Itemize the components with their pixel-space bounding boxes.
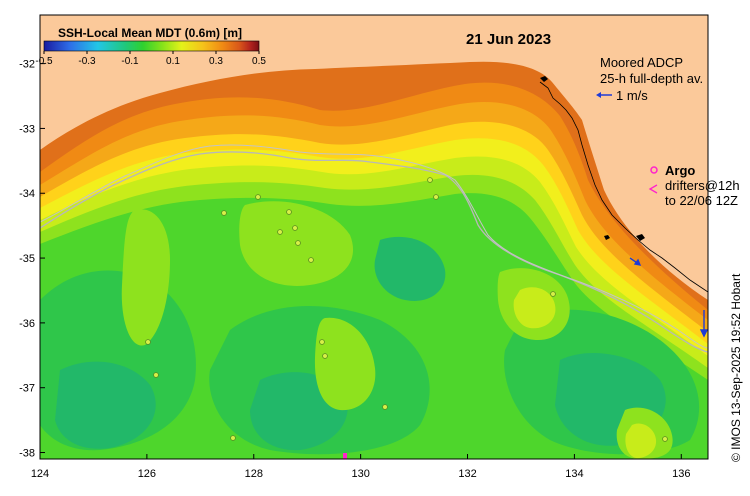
eddy-lightgreen-a (121, 209, 170, 346)
colorbar-tick-label: 0.1 (166, 56, 180, 67)
colorbar-tick-label: 0.5 (252, 56, 266, 67)
x-tick-label: 126 (138, 468, 156, 480)
colorbar-tick-label: -0.1 (121, 56, 139, 67)
adcp-legend-subtitle: 25-h full-depth av. (600, 71, 703, 86)
y-axis: -32 -33 -34 -35 -36 -37 -38 (19, 59, 45, 460)
y-tick-label: -36 (19, 318, 35, 330)
float-marker[interactable] (145, 339, 151, 345)
float-markers (145, 177, 668, 442)
float-marker[interactable] (382, 404, 388, 410)
float-marker[interactable] (308, 257, 314, 263)
eddy-lightgreen-c (314, 317, 376, 411)
x-axis: 124 126 128 130 132 134 136 (31, 454, 690, 480)
float-marker[interactable] (295, 240, 301, 246)
float-marker[interactable] (662, 436, 668, 442)
colorbar-tick-label: -0.3 (78, 56, 96, 67)
float-marker[interactable] (286, 209, 292, 215)
drifter-legend-line1: drifters@12h (665, 178, 740, 193)
float-marker[interactable] (550, 291, 556, 297)
bathymetry-contour-2 (40, 144, 708, 349)
float-marker[interactable] (319, 339, 325, 345)
x-tick-label: 134 (565, 468, 583, 480)
float-marker[interactable] (427, 177, 433, 183)
argo-legend-label: Argo (665, 163, 695, 178)
drifter-legend-line2: to 22/06 12Z (665, 193, 738, 208)
coastline (539, 81, 708, 293)
float-marker[interactable] (153, 372, 159, 378)
y-tick-label: -33 (19, 123, 35, 135)
island-3 (540, 76, 548, 82)
x-tick-label: 124 (31, 468, 49, 480)
float-marker[interactable] (221, 210, 227, 216)
y-tick-label: -34 (19, 188, 35, 200)
plot-area (40, 15, 708, 459)
island-2 (604, 235, 610, 240)
credit-text: © IMOS 13-Sep-2025 19:52 Hobart (729, 273, 743, 462)
argo-legend-symbol (650, 166, 658, 174)
colorbar-tick-label: 0.3 (209, 56, 223, 67)
plot-frame (39, 14, 709, 460)
eddy-yellowgreen-b (625, 423, 657, 459)
eddy-yellowgreen-a (513, 287, 556, 329)
eddy-teal-d (374, 236, 446, 301)
map-date: 21 Jun 2023 (466, 31, 551, 48)
float-marker[interactable] (230, 435, 236, 441)
drifter-legend-symbol (648, 184, 658, 194)
y-tick-label: -37 (19, 383, 35, 395)
colorbar: SSH-Local Mean MDT (0.6m) [m] -0.5 -0.3 -0… (35, 26, 266, 67)
adcp-legend-title: Moored ADCP (600, 55, 683, 70)
float-marker[interactable] (277, 229, 283, 235)
x-tick-label: 132 (458, 468, 476, 480)
colorbar-ticks: -0.5 -0.3 -0.1 0.1 0.3 0.5 (35, 51, 266, 67)
adcp-scale-label: 1 m/s (616, 88, 648, 103)
x-tick-label: 130 (351, 468, 369, 480)
x-tick-label: 136 (672, 468, 690, 480)
adcp-scale-arrow-head (596, 92, 601, 98)
argo-legend: Argo drifters@12h to 22/06 12Z (648, 163, 740, 208)
adcp-vectors (629, 257, 708, 338)
float-marker[interactable] (255, 194, 261, 200)
bathymetry-contour (40, 151, 708, 353)
float-marker[interactable] (292, 225, 298, 231)
float-marker[interactable] (433, 194, 439, 200)
colorbar-title: SSH-Local Mean MDT (0.6m) [m] (58, 26, 242, 40)
eddy-teal-a (55, 361, 156, 449)
y-tick-label: -38 (19, 448, 35, 460)
colorbar-tick-label: -0.5 (35, 56, 53, 67)
float-marker[interactable] (322, 353, 328, 359)
adcp-legend: Moored ADCP 25-h full-depth av. 1 m/s (596, 55, 703, 103)
y-tick-label: -32 (19, 59, 35, 71)
y-tick-label: -35 (19, 253, 35, 265)
colorbar-bar (43, 40, 260, 52)
x-tick-label: 128 (245, 468, 263, 480)
island (636, 234, 645, 241)
drifter-trail (343, 453, 347, 459)
